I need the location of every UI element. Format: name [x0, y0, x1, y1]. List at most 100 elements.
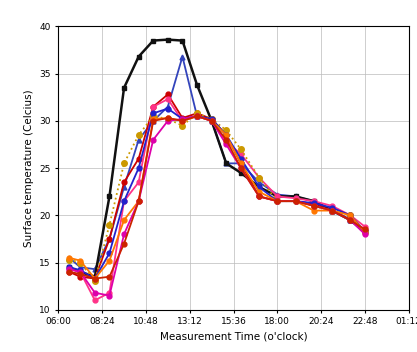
Nev-pom-W — [93, 298, 98, 302]
Mar-iz-W — [348, 213, 353, 218]
Ak-pom-W — [238, 161, 243, 165]
Karapinar-W — [293, 199, 298, 203]
Karapinar-W — [93, 291, 98, 295]
Standard — [311, 199, 316, 203]
Nev-pom-W — [151, 105, 156, 109]
Perlit-W — [348, 213, 353, 218]
Nev-pom-W — [224, 139, 229, 144]
TiF-W — [78, 260, 83, 265]
Standard-W — [275, 199, 280, 203]
Line: TiF-W: TiF-W — [67, 111, 368, 284]
Standard — [275, 194, 280, 199]
Line: Ak-pom: Ak-pom — [67, 54, 367, 272]
Standard-W — [224, 138, 229, 142]
Nev-pom-W — [329, 204, 334, 208]
Standard-W — [67, 270, 72, 274]
Standard — [151, 38, 156, 43]
TiF-W — [122, 161, 127, 165]
Karapinar-W — [224, 142, 229, 146]
Mar-iz-W — [311, 208, 316, 213]
Ak-pom — [67, 256, 72, 260]
Line: Standard-W: Standard-W — [67, 114, 367, 281]
TiF-W — [329, 208, 334, 213]
Karapinar-W — [238, 166, 243, 170]
Karapinar-W — [329, 208, 334, 213]
Standard — [67, 265, 72, 269]
Line: Karapinar-W: Karapinar-W — [67, 114, 367, 298]
Standard-W — [165, 116, 170, 120]
Line: Standard: Standard — [67, 37, 367, 279]
Karapinar-W — [275, 199, 280, 203]
TiF-W — [107, 222, 112, 227]
Mar-iz-W — [122, 218, 127, 222]
Standard — [136, 55, 141, 59]
Standard — [93, 275, 98, 279]
Standard-W — [194, 114, 199, 118]
Mar-iz-W — [151, 117, 156, 121]
Karapinar-W — [67, 267, 72, 271]
Ak-pom — [93, 267, 98, 271]
Nev-pom-W — [275, 194, 280, 199]
Mar-iz-W — [293, 199, 298, 203]
Standard-W — [136, 199, 141, 203]
Karapinar-W — [107, 294, 112, 298]
Ak-pom — [362, 229, 367, 233]
TiF-W — [238, 147, 243, 151]
Standard — [165, 38, 170, 42]
Standard — [122, 86, 127, 90]
Ak-pom — [329, 208, 334, 213]
Ak-pom-W — [136, 157, 141, 161]
Mar-iz-W — [209, 119, 214, 123]
Ak-pom — [165, 105, 170, 109]
Mar-iz-W — [107, 258, 112, 263]
Standard — [224, 161, 229, 165]
Ak-pom-W — [67, 270, 72, 274]
Perlit-W — [329, 206, 334, 210]
Perlit-W — [224, 133, 229, 137]
Nev-pom-W — [107, 291, 112, 295]
Ak-pom — [224, 161, 229, 165]
Perlit-W — [180, 117, 185, 121]
Standard — [78, 270, 83, 274]
Mar-iz-W — [93, 276, 98, 281]
Ak-pom — [78, 265, 83, 269]
TiF-W — [93, 279, 98, 284]
Y-axis label: Surface temperature (Celcius): Surface temperature (Celcius) — [24, 89, 34, 247]
Nev-pom-W — [136, 180, 141, 184]
Standard-W — [93, 276, 98, 281]
Standard-W — [151, 119, 156, 123]
Standard-W — [256, 194, 261, 199]
Standard — [293, 194, 298, 199]
Nev-pom-W — [122, 199, 127, 203]
Ak-pom — [238, 161, 243, 165]
Nev-pom-W — [209, 119, 214, 123]
Mar-iz-W — [194, 114, 199, 118]
TiF-W — [348, 213, 353, 218]
Standard-W — [78, 272, 83, 276]
Standard — [194, 83, 199, 87]
Line: Ak-pom-W: Ak-pom-W — [67, 92, 367, 281]
Perlit-W — [209, 117, 214, 121]
TiF-W — [362, 230, 367, 234]
Ak-pom-W — [209, 117, 214, 121]
Standard — [362, 230, 367, 234]
TiF-W — [209, 117, 214, 121]
Ak-pom-W — [348, 218, 353, 222]
TiF-W — [67, 258, 72, 262]
Perlit-W — [256, 185, 261, 189]
Karapinar-W — [165, 119, 170, 123]
TiF-W — [194, 111, 199, 115]
TiF-W — [180, 124, 185, 128]
Nev-pom-W — [311, 199, 316, 203]
Nev-pom-W — [362, 225, 367, 229]
Ak-pom — [194, 114, 199, 118]
Ak-pom-W — [180, 116, 185, 120]
Standard-W — [238, 166, 243, 170]
Ak-pom-W — [275, 199, 280, 203]
TiF-W — [256, 175, 261, 180]
Ak-pom — [136, 138, 141, 142]
Karapinar-W — [209, 119, 214, 123]
Karapinar-W — [256, 194, 261, 199]
Mar-iz-W — [238, 161, 243, 165]
Karapinar-W — [151, 138, 156, 142]
